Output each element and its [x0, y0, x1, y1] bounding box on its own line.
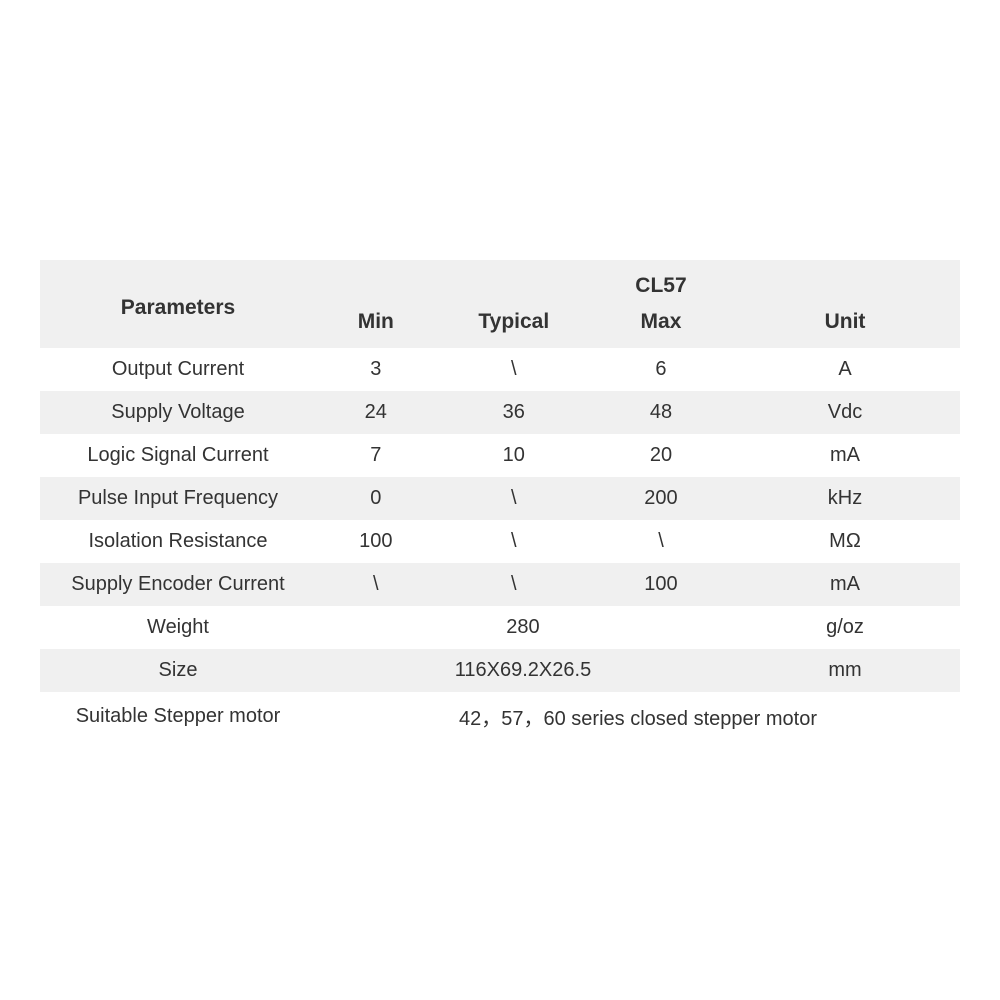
cell-typical: \	[436, 477, 592, 520]
header-typical: Typical	[436, 304, 592, 348]
header-empty-mid	[436, 260, 592, 304]
cell-min: 24	[316, 391, 436, 434]
table-row: Weight280g/oz	[40, 606, 960, 649]
cell-typical: 36	[436, 391, 592, 434]
cell-typical: \	[436, 520, 592, 563]
cell-param: Isolation Resistance	[40, 520, 316, 563]
cell-unit: MΩ	[730, 520, 960, 563]
table-row: Suitable Stepper motor42，57，60 series cl…	[40, 692, 960, 741]
cell-unit: mA	[730, 434, 960, 477]
header-model: CL57	[592, 260, 730, 304]
cell-unit: A	[730, 348, 960, 391]
cell-full-merged-value: 42，57，60 series closed stepper motor	[316, 692, 960, 741]
cell-max: 48	[592, 391, 730, 434]
cell-max: 6	[592, 348, 730, 391]
cell-unit: kHz	[730, 477, 960, 520]
cell-merged-value: 280	[316, 606, 730, 649]
header-unit: Unit	[730, 304, 960, 348]
header-empty-right	[730, 260, 960, 304]
table-body: Output Current3\6ASupply Voltage243648Vd…	[40, 348, 960, 741]
cell-merged-value: 116X69.2X26.5	[316, 649, 730, 692]
cell-param: Output Current	[40, 348, 316, 391]
cell-param: Supply Voltage	[40, 391, 316, 434]
header-parameters: Parameters	[40, 260, 316, 348]
cell-param: Supply Encoder Current	[40, 563, 316, 606]
table-row: Size116X69.2X26.5mm	[40, 649, 960, 692]
cell-max: 20	[592, 434, 730, 477]
cell-max: 100	[592, 563, 730, 606]
cell-typical: \	[436, 563, 592, 606]
cell-unit: mA	[730, 563, 960, 606]
cell-unit: mm	[730, 649, 960, 692]
table-row: Supply Encoder Current\\100mA	[40, 563, 960, 606]
table-row: Output Current3\6A	[40, 348, 960, 391]
cell-max: 200	[592, 477, 730, 520]
cell-min: 100	[316, 520, 436, 563]
cell-param: Logic Signal Current	[40, 434, 316, 477]
spec-table: Parameters CL57 Min Typical Max Unit Out…	[40, 260, 960, 741]
spec-table-container: Parameters CL57 Min Typical Max Unit Out…	[40, 260, 960, 741]
cell-min: 3	[316, 348, 436, 391]
cell-unit: Vdc	[730, 391, 960, 434]
cell-min: \	[316, 563, 436, 606]
cell-max: \	[592, 520, 730, 563]
cell-param: Weight	[40, 606, 316, 649]
cell-param: Size	[40, 649, 316, 692]
cell-typical: 10	[436, 434, 592, 477]
cell-min: 0	[316, 477, 436, 520]
table-row: Supply Voltage243648Vdc	[40, 391, 960, 434]
cell-min: 7	[316, 434, 436, 477]
header-max: Max	[592, 304, 730, 348]
header-min: Min	[316, 304, 436, 348]
cell-typical: \	[436, 348, 592, 391]
table-row: Logic Signal Current71020mA	[40, 434, 960, 477]
table-header: Parameters CL57 Min Typical Max Unit	[40, 260, 960, 348]
cell-param: Suitable Stepper motor	[40, 692, 316, 741]
header-empty-left	[316, 260, 436, 304]
cell-param: Pulse Input Frequency	[40, 477, 316, 520]
cell-unit: g/oz	[730, 606, 960, 649]
table-row: Pulse Input Frequency0\200kHz	[40, 477, 960, 520]
table-row: Isolation Resistance100\\MΩ	[40, 520, 960, 563]
